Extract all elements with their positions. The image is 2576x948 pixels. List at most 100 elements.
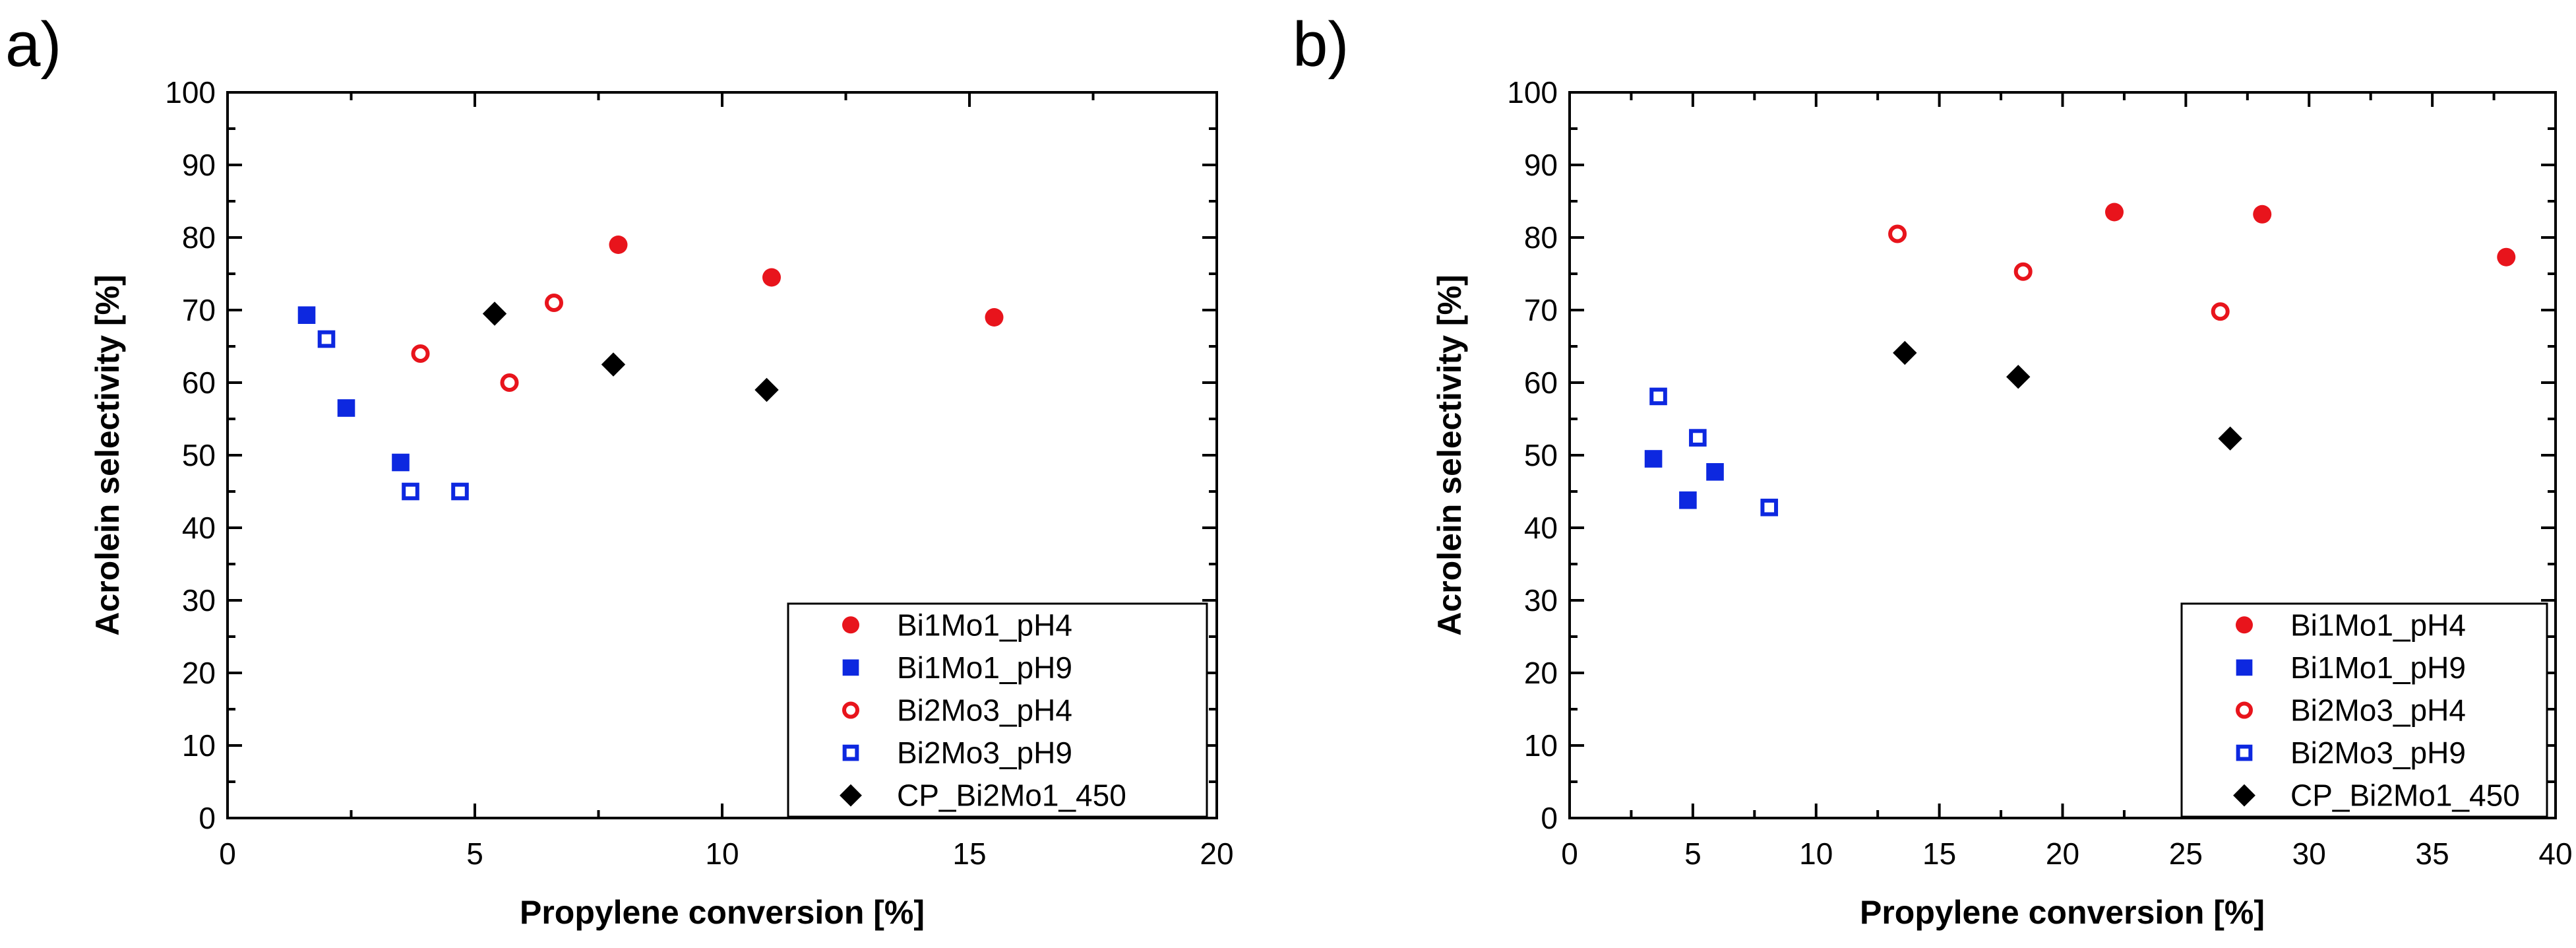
y-tick-label: 70 [1524, 293, 1558, 327]
x-axis-title: Propylene conversion [%] [1860, 894, 2265, 931]
y-tick-label: 10 [1524, 728, 1558, 763]
legend-marker [2233, 784, 2255, 807]
y-tick-label: 60 [182, 365, 216, 400]
series-Bi2Mo3_pH9 [1649, 387, 1779, 517]
data-point [2497, 247, 2516, 267]
y-tick-label: 60 [1524, 365, 1558, 400]
chart-panel-a: a) 0 5 10 15 20 0 10 20 30 40 50 60 70 80 90 100 Propylen… [5, 9, 1234, 931]
x-tick-label: 30 [2292, 837, 2326, 871]
data-point [601, 352, 626, 377]
data-point [754, 377, 779, 402]
data-point [2104, 203, 2124, 222]
y-tick-label: 40 [182, 511, 216, 545]
legend-label: CP_Bi2Mo1_450 [897, 778, 1126, 813]
data-point [1679, 491, 1697, 509]
y-tick-label: 20 [182, 656, 216, 690]
chart-panel-b: b) 0 5 10 15 20 25 30 35 40 0 10 20 30 40 50 60 70 80 90 100… [1293, 9, 2573, 931]
legend-label: CP_Bi2Mo1_450 [2290, 778, 2520, 813]
legend-marker [2236, 616, 2253, 634]
legend-label: Bi2Mo3_pH4 [897, 693, 1072, 728]
x-tick-label: 10 [705, 837, 739, 871]
legend-label: Bi2Mo3_pH9 [2290, 736, 2466, 770]
x-axis-title: Propylene conversion [%] [520, 894, 925, 931]
x-tick-label: 20 [1200, 837, 1233, 871]
data-point [392, 453, 410, 472]
legend-label: Bi1Mo1_pH4 [897, 608, 1072, 642]
y-tick-label: 50 [182, 438, 216, 472]
data-point [1893, 340, 1917, 365]
data-point [1760, 498, 1779, 517]
data-point [297, 306, 316, 324]
data-point [500, 373, 519, 392]
legend-marker [842, 616, 859, 634]
legend-label: Bi2Mo3_pH9 [897, 736, 1072, 770]
y-axis-title: Acrolein selectivity [%] [89, 274, 126, 635]
series-Bi2Mo3_pH4 [1888, 224, 2230, 321]
data-point [2218, 426, 2242, 451]
y-tick-label: 30 [182, 583, 216, 617]
y-tick-label: 90 [1524, 148, 1558, 182]
x-tick-label: 0 [1561, 837, 1578, 871]
series-Bi1Mo1_pH4 [2104, 203, 2516, 267]
data-point [2211, 302, 2230, 321]
data-point [1706, 463, 1724, 481]
series-CP_Bi2Mo1_450 [482, 301, 779, 402]
data-point [545, 294, 563, 312]
y-tick-label: 80 [182, 220, 216, 255]
legend-marker [2236, 701, 2253, 719]
series-Bi1Mo1_pH4 [609, 236, 1004, 327]
series-Bi2Mo3_pH4 [411, 294, 563, 392]
y-tick-label: 0 [1541, 801, 1558, 835]
data-point [762, 268, 781, 287]
data-point [482, 301, 507, 326]
y-tick-label: 100 [1507, 75, 1558, 110]
x-tick-label: 35 [2416, 837, 2449, 871]
panel-label: a) [5, 9, 61, 80]
series-Bi2Mo3_pH9 [317, 330, 469, 501]
legend-marker [842, 701, 859, 719]
legend-marker [2236, 659, 2253, 676]
legend-label: Bi2Mo3_pH4 [2290, 693, 2466, 728]
y-tick-label: 40 [1524, 511, 1558, 545]
y-tick-label: 20 [1524, 656, 1558, 690]
data-point [2013, 262, 2033, 281]
data-point [609, 236, 628, 254]
panel-label: b) [1293, 9, 1349, 80]
series-Bi1Mo1_pH9 [297, 306, 410, 472]
data-point [1689, 429, 1707, 447]
x-tick-label: 5 [466, 837, 483, 871]
legend-marker [840, 784, 862, 807]
y-tick-label: 100 [165, 75, 216, 110]
data-point [985, 308, 1004, 327]
legend-label: Bi1Mo1_pH4 [2290, 608, 2466, 642]
series-CP_Bi2Mo1_450 [1893, 340, 2242, 451]
series-Bi1Mo1_pH9 [1644, 450, 1724, 509]
legend-marker [2236, 744, 2253, 761]
y-tick-label: 70 [182, 293, 216, 327]
legend-label: Bi1Mo1_pH9 [897, 650, 1072, 685]
y-tick-label: 10 [182, 728, 216, 763]
legend-marker [842, 744, 859, 761]
x-tick-label: 40 [2538, 837, 2572, 871]
legend-marker [842, 659, 859, 676]
x-tick-label: 5 [1684, 837, 1702, 871]
x-tick-label: 0 [219, 837, 236, 871]
x-tick-label: 25 [2169, 837, 2203, 871]
y-tick-label: 0 [199, 801, 216, 835]
data-point [337, 399, 355, 417]
data-point [2006, 365, 2031, 389]
data-point [1888, 224, 1907, 243]
data-point [411, 344, 430, 363]
legend-label: Bi1Mo1_pH9 [2290, 650, 2466, 685]
y-axis-title: Acrolein selectivity [%] [1431, 274, 1468, 635]
y-tick-label: 80 [1524, 220, 1558, 255]
y-tick-label: 90 [182, 148, 216, 182]
x-tick-label: 10 [1799, 837, 1833, 871]
data-point [2253, 205, 2272, 224]
data-point [1644, 450, 1663, 468]
x-tick-label: 15 [952, 837, 986, 871]
data-point [1649, 387, 1667, 406]
data-point [451, 482, 469, 501]
